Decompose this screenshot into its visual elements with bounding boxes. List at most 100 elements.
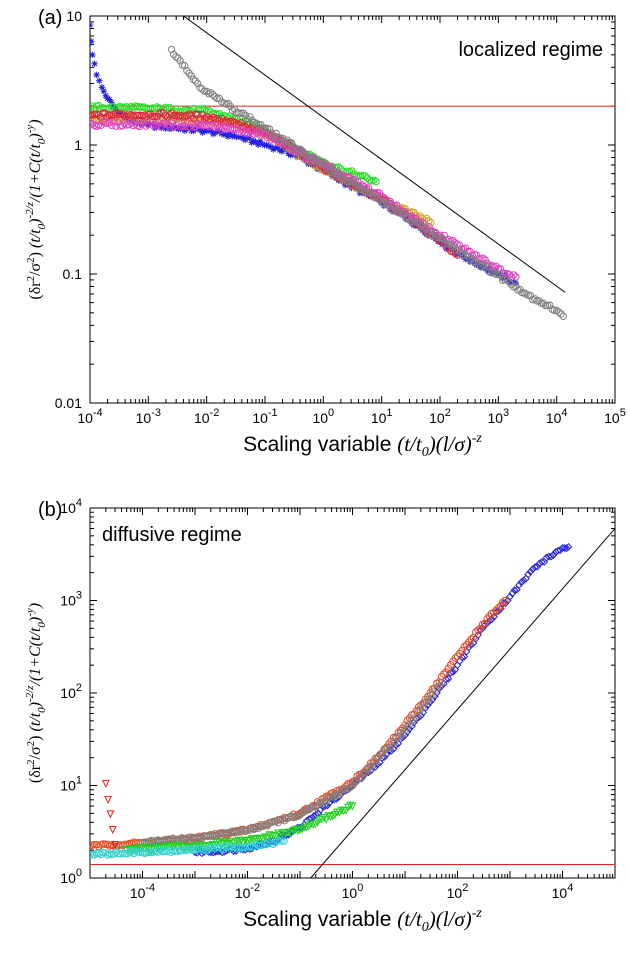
data-point	[546, 301, 554, 309]
data-point	[368, 762, 376, 770]
data-point	[209, 90, 217, 99]
data-point	[269, 832, 278, 841]
x-tick-label: 101	[371, 407, 393, 426]
data-point	[274, 829, 283, 838]
data-point	[481, 619, 489, 628]
y-tick-label: 0.1	[63, 266, 83, 282]
data-point	[559, 312, 568, 320]
data-point	[209, 113, 217, 122]
x-tick-label: 102	[447, 882, 469, 901]
x-tick-label: 105	[604, 407, 626, 426]
data-point	[259, 140, 266, 148]
data-point	[416, 218, 425, 227]
data-point	[267, 143, 275, 150]
data-point	[191, 846, 199, 854]
data-point	[373, 760, 382, 769]
data-point	[98, 84, 106, 91]
data-point	[440, 670, 448, 678]
data-point	[183, 67, 191, 75]
data-point	[287, 139, 296, 147]
data-point	[229, 133, 236, 140]
x-tick-label: 100	[312, 407, 334, 426]
data-point	[103, 840, 112, 849]
data-point	[237, 109, 245, 118]
data-point	[320, 813, 329, 822]
data-point	[106, 810, 115, 819]
y-tick-label: 10	[66, 8, 82, 24]
data-point	[555, 308, 563, 316]
y-tick-label: 0.01	[55, 395, 82, 411]
data-point	[361, 769, 370, 777]
data-point	[318, 158, 327, 167]
data-point	[176, 57, 184, 65]
data-series-5	[90, 836, 288, 859]
data-point	[492, 262, 500, 271]
data-point	[537, 299, 545, 307]
data-point	[276, 146, 283, 154]
x-tick-label: 103	[487, 407, 509, 426]
data-point	[533, 297, 541, 305]
data-point	[394, 729, 402, 737]
data-point	[106, 96, 113, 103]
data-point	[458, 249, 465, 257]
data-point	[193, 834, 201, 843]
data-point	[233, 133, 240, 141]
data-point	[305, 806, 313, 814]
data-point	[337, 806, 346, 815]
data-point	[422, 225, 430, 233]
x-tick-label: 10-2	[194, 407, 219, 426]
data-point	[420, 699, 429, 707]
data-point	[560, 544, 569, 552]
data-point	[183, 119, 191, 127]
data-point	[191, 77, 200, 85]
data-point	[111, 840, 120, 849]
data-point	[488, 269, 496, 277]
data-point	[451, 248, 459, 255]
data-point	[162, 125, 169, 132]
y-tick-label: 104	[60, 497, 82, 516]
data-point	[322, 815, 331, 824]
data-point	[313, 165, 321, 172]
data-point	[186, 124, 193, 131]
data-point	[246, 113, 254, 121]
data-point	[476, 626, 485, 635]
data-point	[90, 51, 96, 59]
data-point	[123, 114, 130, 121]
data-point	[287, 151, 294, 159]
data-point	[344, 785, 352, 794]
data-point	[472, 257, 481, 266]
power-law-line	[310, 528, 615, 878]
data-point	[169, 834, 177, 843]
data-point	[189, 75, 198, 84]
data-series-6	[167, 45, 568, 320]
data-point	[196, 126, 204, 134]
data-point	[101, 849, 110, 857]
data-point	[279, 134, 287, 143]
data-point	[370, 758, 379, 766]
data-point	[531, 295, 539, 303]
data-point	[391, 204, 399, 213]
data-point	[243, 121, 252, 129]
data-series-6	[101, 779, 120, 849]
data-point	[169, 50, 178, 59]
panel-label: (b)	[38, 499, 62, 521]
data-point	[400, 210, 408, 218]
data-point	[526, 567, 535, 576]
data-point	[146, 110, 155, 118]
data-point	[349, 178, 357, 186]
data-point	[91, 60, 98, 67]
data-point	[168, 109, 176, 118]
data-point	[235, 109, 243, 117]
data-point	[485, 617, 494, 626]
data-point	[353, 776, 361, 785]
y-tick-label: 100	[60, 867, 82, 886]
data-point	[270, 817, 278, 825]
data-point	[192, 122, 200, 131]
data-point	[382, 200, 390, 207]
data-point	[437, 678, 446, 687]
data-point	[433, 683, 442, 692]
data-point	[258, 841, 267, 849]
data-point	[379, 747, 387, 756]
data-point	[467, 640, 476, 649]
data-point	[307, 803, 315, 812]
